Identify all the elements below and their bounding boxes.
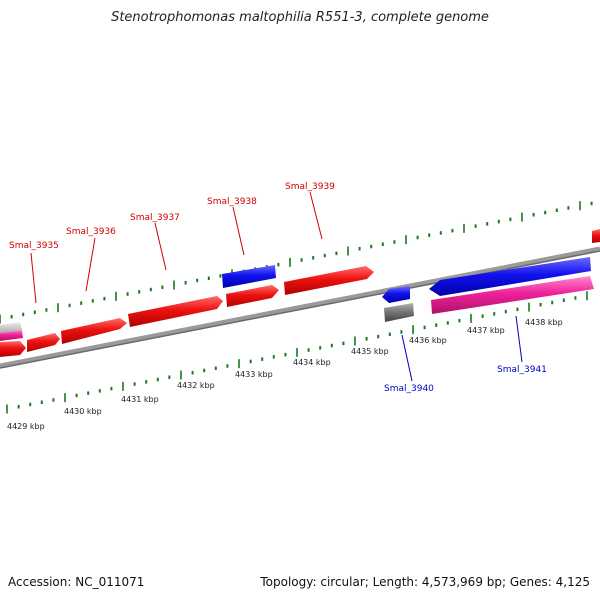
gene-label[interactable]: Smal_3936 xyxy=(66,227,116,237)
reverse-leader-lines xyxy=(401,315,523,382)
forward-tick-track xyxy=(0,201,593,324)
feature-partial-pink[interactable] xyxy=(0,330,23,341)
accession-text: Accession: NC_011071 xyxy=(8,575,145,589)
gene-blue-upper[interactable] xyxy=(222,265,276,288)
gene-partial-forward[interactable] xyxy=(0,341,26,357)
scale-label: 4434 kbp xyxy=(293,358,331,367)
gene-partial-right[interactable] xyxy=(592,229,600,243)
genome-title: Stenotrophomonas maltophilia R551-3, com… xyxy=(111,10,489,25)
feature-gray-3940[interactable] xyxy=(384,303,414,322)
genome-backbone xyxy=(0,246,600,369)
gene-label[interactable]: Smal_3941 xyxy=(497,365,547,375)
scale-label: 4429 kbp xyxy=(7,422,45,431)
gene-smal-3938[interactable] xyxy=(226,285,279,307)
topology-text: Topology: circular; Length: 4,573,969 bp… xyxy=(260,575,590,589)
genome-backbone-shade xyxy=(0,250,600,369)
gene-smal-3941-blue[interactable] xyxy=(429,257,591,296)
feature-partial-gray[interactable] xyxy=(0,322,22,333)
scale-label: 4435 kbp xyxy=(351,347,389,356)
gene-label[interactable]: Smal_3937 xyxy=(130,213,180,223)
scale-label: 4438 kbp xyxy=(525,318,563,327)
scale-label: 4430 kbp xyxy=(64,407,102,416)
gene-label[interactable]: Smal_3935 xyxy=(9,241,59,251)
gene-smal-3936[interactable] xyxy=(61,318,127,344)
gene-smal-3939[interactable] xyxy=(284,266,374,295)
reverse-tick-track xyxy=(6,291,588,414)
scale-label: 4436 kbp xyxy=(409,336,447,345)
scale-label: 4431 kbp xyxy=(121,395,159,404)
gene-label[interactable]: Smal_3939 xyxy=(285,182,335,192)
scale-label: 4432 kbp xyxy=(177,381,215,390)
gene-smal-3940[interactable] xyxy=(382,286,410,303)
gene-smal-3935[interactable] xyxy=(27,333,60,352)
scale-label: 4437 kbp xyxy=(467,326,505,335)
scale-label: 4433 kbp xyxy=(235,370,273,379)
gene-label[interactable]: Smal_3938 xyxy=(207,197,257,207)
forward-leader-lines xyxy=(30,191,323,304)
feature-smal-3941-pink[interactable] xyxy=(431,276,594,314)
gene-smal-3937[interactable] xyxy=(128,296,223,327)
gene-label[interactable]: Smal_3940 xyxy=(384,384,434,394)
